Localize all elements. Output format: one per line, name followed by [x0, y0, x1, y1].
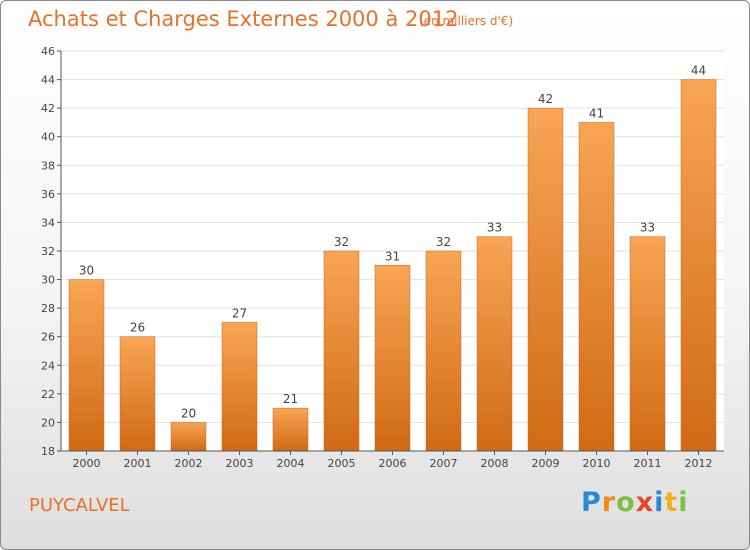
- bar: [323, 250, 360, 452]
- chart-subtitle: (en milliers d'€): [419, 14, 514, 28]
- bar-value-label: 30: [79, 264, 94, 278]
- logo-letter: x: [635, 487, 655, 518]
- bar-value-label: 41: [589, 106, 604, 120]
- commune-name: PUYCALVEL: [29, 495, 130, 516]
- x-tick-label: 2004: [277, 457, 305, 470]
- bar-value-label: 31: [385, 249, 400, 263]
- bar-value-label: 21: [283, 392, 298, 406]
- y-tick-label: 18: [41, 445, 55, 458]
- x-tick-label: 2008: [481, 457, 509, 470]
- y-axis: 18 20 22 24 26 28 30 32 34 36 38 40 42 44 46: [41, 45, 62, 458]
- bar-value-label: 32: [334, 235, 349, 249]
- y-tick-label: 46: [41, 45, 55, 58]
- bar: [374, 265, 411, 452]
- y-tick-label: 26: [41, 331, 55, 344]
- y-tick-label: 24: [41, 359, 55, 372]
- y-tick-label: 22: [41, 388, 55, 401]
- proxiti-logo: Proxiti: [581, 487, 689, 518]
- x-tick-label: 2007: [430, 457, 458, 470]
- y-tick-label: 30: [41, 274, 55, 287]
- x-tick-label: 2010: [583, 457, 611, 470]
- logo-letter: o: [616, 487, 636, 518]
- bar: [221, 322, 258, 452]
- logo-letter: i: [678, 487, 689, 518]
- bar-value-label: 42: [538, 92, 553, 106]
- x-tick-label: 2011: [634, 457, 662, 470]
- bar-value-label: 20: [181, 406, 196, 420]
- x-axis: 2000 2001 2002 2003 2004 2005 2006 2007 2008 2009…: [61, 450, 724, 470]
- y-tick-label: 42: [41, 102, 55, 115]
- bar-value-label: 27: [232, 306, 247, 320]
- x-tick-label: 2001: [124, 457, 152, 470]
- bars: [68, 79, 717, 452]
- bar: [68, 279, 105, 452]
- bar: [476, 236, 513, 452]
- bar-value-label: 26: [130, 321, 145, 335]
- logo-letter: P: [581, 487, 602, 518]
- y-tick-label: 44: [41, 74, 55, 87]
- y-tick-label: 38: [41, 159, 55, 172]
- y-tick-label: 34: [41, 216, 55, 229]
- y-tick-label: 40: [41, 131, 55, 144]
- bar: [629, 236, 666, 452]
- y-tick-label: 28: [41, 302, 55, 315]
- x-tick-label: 2002: [175, 457, 203, 470]
- logo-letter: i: [654, 487, 665, 518]
- data-labels: 30 26 20 27 21 32 31 32 33 42 41 33 44: [79, 64, 706, 421]
- logo-letter: t: [664, 487, 679, 518]
- bar: [527, 107, 564, 452]
- y-tick-label: 20: [41, 416, 55, 429]
- x-tick-label: 2009: [532, 457, 560, 470]
- x-tick-label: 2005: [328, 457, 356, 470]
- bar-value-label: 33: [640, 221, 655, 235]
- bar: [119, 336, 156, 452]
- chart-title: Achats et Charges Externes 2000 à 2012: [28, 7, 459, 31]
- bar: [680, 79, 717, 452]
- y-tick-label: 36: [41, 188, 55, 201]
- bar: [425, 250, 462, 452]
- x-tick-label: 2006: [379, 457, 407, 470]
- bar-value-label: 32: [436, 235, 451, 249]
- y-tick-label: 32: [41, 245, 55, 258]
- x-tick-label: 2012: [685, 457, 713, 470]
- bar-value-label: 33: [487, 221, 502, 235]
- logo-letter: r: [601, 487, 617, 518]
- bar: [272, 407, 309, 452]
- bar: [170, 422, 207, 452]
- x-tick-label: 2003: [226, 457, 254, 470]
- bar: [578, 122, 615, 452]
- bar-value-label: 44: [691, 64, 706, 78]
- x-tick-label: 2000: [73, 457, 101, 470]
